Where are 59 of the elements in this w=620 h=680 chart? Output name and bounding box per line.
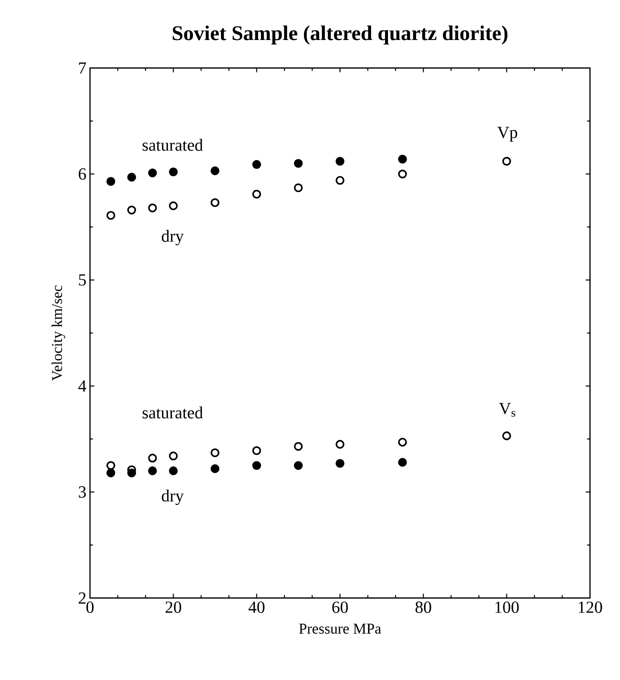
x-tick-label: 120: [578, 602, 602, 613]
point: [210, 464, 220, 474]
point: [106, 468, 116, 478]
point: [210, 198, 220, 208]
x-tick-label: 0: [86, 602, 94, 613]
x-tick-label: 80: [416, 602, 432, 613]
y-tick-label: 5: [78, 274, 86, 286]
point: [294, 159, 303, 168]
chart-title: Soviet Sample (altered quartz diorite): [172, 26, 508, 44]
y-tick-label: 6: [78, 168, 86, 180]
point: [148, 204, 157, 212]
point: [168, 452, 178, 460]
point: [210, 166, 220, 176]
point: [106, 210, 116, 220]
point: [294, 442, 303, 451]
point: [148, 466, 157, 476]
point: [294, 183, 303, 192]
point: [502, 156, 512, 166]
point: [168, 466, 178, 476]
point: [294, 461, 303, 470]
annotation: Vp: [497, 126, 518, 142]
point: [398, 458, 407, 467]
y-tick-label: 7: [79, 62, 86, 74]
x-tick-label: 100: [495, 602, 519, 613]
annotation: saturated: [142, 406, 203, 418]
x-tick-label: 20: [166, 602, 182, 613]
point: [398, 170, 407, 178]
point: [127, 468, 136, 478]
point: [398, 154, 407, 164]
y-tick-label: 4: [78, 380, 86, 392]
point: [336, 156, 344, 166]
y-tick-label: 2: [78, 592, 86, 604]
point: [252, 160, 262, 169]
point: [210, 448, 220, 458]
point: [502, 431, 512, 440]
x-tick-label: 40: [248, 602, 264, 613]
point: [168, 167, 178, 176]
x-tick-label: 60: [332, 602, 348, 613]
point: [148, 454, 157, 462]
annotation: dry: [162, 230, 184, 246]
point: [398, 438, 407, 447]
annotation: saturated: [142, 138, 203, 151]
point: [127, 172, 136, 182]
point: [106, 461, 116, 470]
point: [336, 458, 344, 468]
point: [336, 440, 344, 449]
point: [148, 168, 157, 178]
annotation: V$_{s}$: [499, 402, 516, 417]
point: [252, 446, 262, 456]
y-axis-title: Velocity km/sec: [52, 286, 66, 381]
point: [252, 190, 262, 199]
point: [127, 206, 136, 214]
x-axis-title: Pressure MPa: [299, 624, 382, 634]
point: [106, 177, 116, 186]
point: [168, 201, 178, 210]
point: [336, 176, 344, 185]
y-tick-label: 3: [78, 486, 86, 498]
point: [252, 461, 262, 470]
annotation: dry: [162, 490, 184, 506]
